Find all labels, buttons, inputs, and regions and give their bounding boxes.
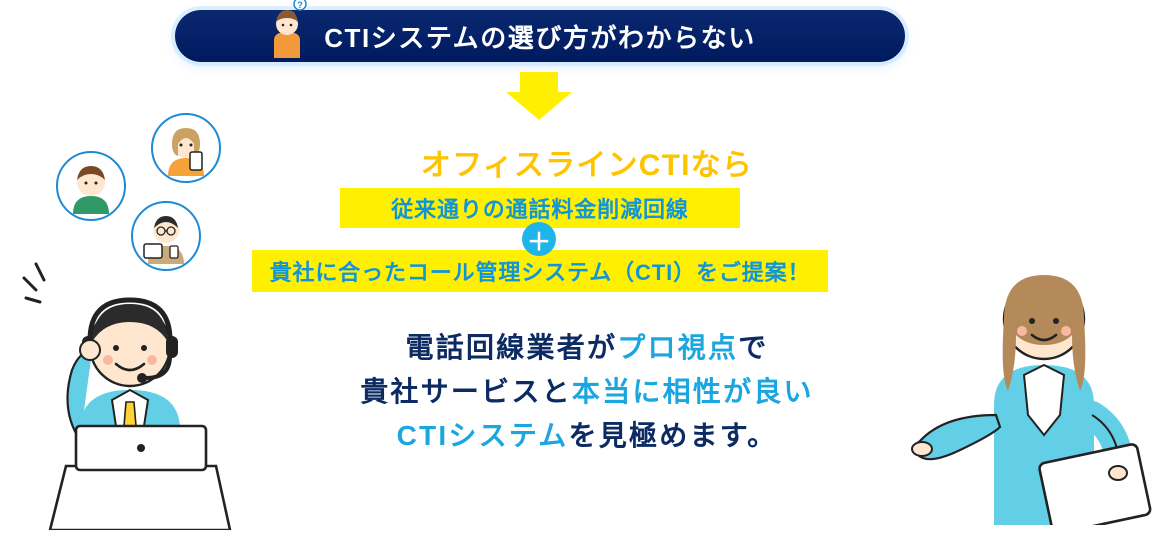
- tl2b: 本当に相性が良い: [572, 376, 814, 407]
- down-arrow-icon: [506, 72, 572, 120]
- tl1b: プロ視点: [617, 332, 738, 363]
- tl1c: で: [738, 332, 768, 363]
- presenter-illustration: [904, 215, 1154, 525]
- tl1a: 電話回線業者が: [406, 332, 618, 363]
- tl3a: CTIシステム: [397, 420, 569, 451]
- brand-emph: CTI: [639, 149, 691, 182]
- avatar-bubble-2: [150, 112, 222, 184]
- brand-suffix: なら: [691, 149, 753, 182]
- highlight-box-2-text: 貴社に合ったコール管理システム（CTI）をご提案！: [270, 255, 811, 287]
- plus-glyph: ＋: [527, 222, 551, 257]
- operator-illustration: [20, 250, 260, 530]
- plus-badge-icon: ＋: [522, 222, 556, 256]
- brand-prefix: オフィスライン: [421, 149, 639, 182]
- tl3b: を見極めます。: [569, 420, 778, 451]
- svg-text:?: ?: [297, 0, 303, 10]
- headline-text: CTIシステムの選び方がわからない: [324, 18, 756, 55]
- avatar-bubble-1: [55, 150, 127, 222]
- pill-avatar-illustration: ?: [260, 0, 314, 58]
- highlight-box-1-text: 従来通りの通話料金削減回線: [391, 192, 688, 224]
- tl2a: 貴社サービスと: [360, 376, 572, 407]
